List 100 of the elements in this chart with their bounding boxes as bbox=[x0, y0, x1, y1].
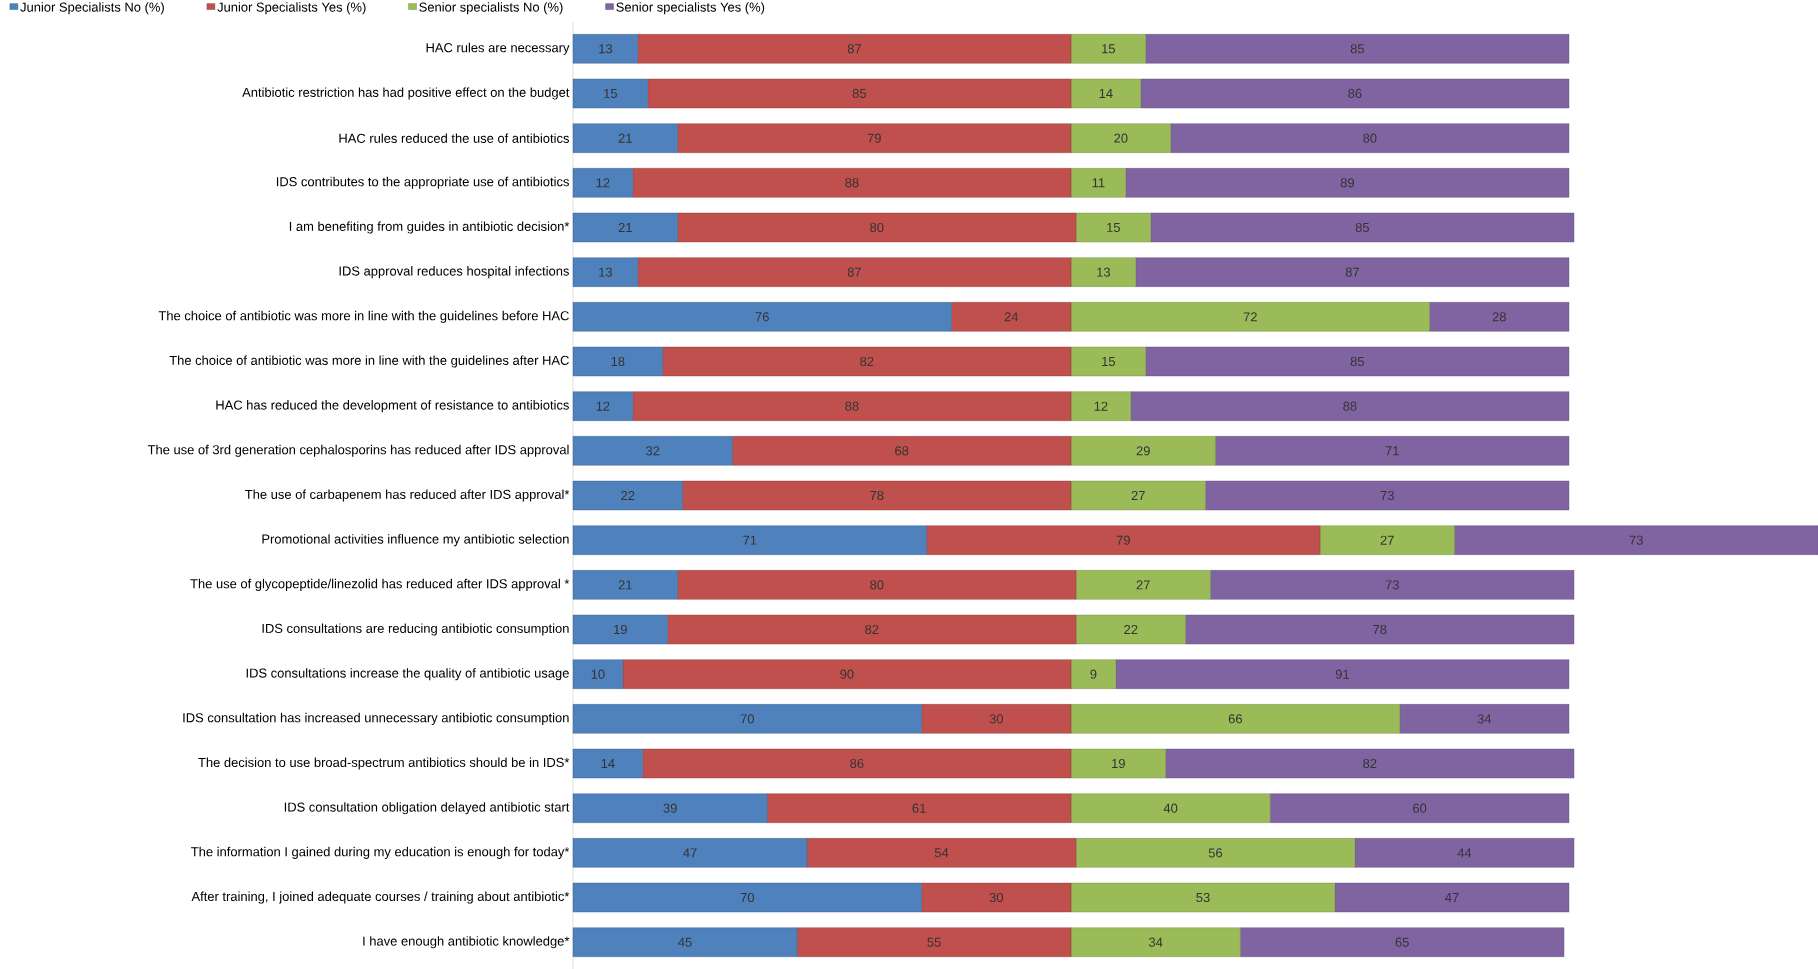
data-label: 78 bbox=[870, 490, 884, 501]
bar bbox=[1075, 570, 1211, 600]
bar bbox=[1070, 436, 1216, 466]
bar bbox=[1115, 659, 1570, 689]
data-label: 30 bbox=[989, 714, 1004, 724]
data-label: 82 bbox=[860, 356, 874, 367]
data-label: 15 bbox=[1102, 356, 1116, 366]
data-label: 80 bbox=[1363, 133, 1377, 143]
y-tick-label: The information I gained during my education is enough for today* bbox=[191, 846, 570, 859]
data-label: 71 bbox=[743, 535, 757, 545]
y-tick-label: I am benefiting from guides in antibiotic decision* bbox=[289, 221, 570, 234]
data-label: 60 bbox=[1413, 803, 1427, 813]
data-label: 39 bbox=[663, 803, 677, 813]
bar bbox=[1070, 793, 1271, 823]
y-tick-label: I have enough antibiotic knowledge* bbox=[363, 936, 570, 949]
data-label: 85 bbox=[1350, 356, 1365, 367]
data-label: 54 bbox=[934, 848, 949, 858]
bar bbox=[1070, 302, 1430, 332]
bar bbox=[1130, 391, 1570, 421]
data-label: 65 bbox=[1395, 937, 1409, 947]
data-label: 21 bbox=[618, 133, 632, 143]
bar bbox=[1454, 525, 1818, 555]
data-label: 24 bbox=[1004, 312, 1019, 322]
data-label: 88 bbox=[845, 401, 859, 411]
data-label: 79 bbox=[867, 133, 881, 143]
bar bbox=[732, 436, 1072, 466]
bar bbox=[572, 436, 733, 466]
bar bbox=[1070, 346, 1146, 377]
y-tick-label: After training, I joined adequate courses / training about antibiotic* bbox=[191, 891, 570, 904]
bar bbox=[572, 78, 648, 109]
bar bbox=[1399, 704, 1570, 734]
bar bbox=[642, 748, 1072, 779]
bar bbox=[572, 34, 638, 64]
data-label: 15 bbox=[1107, 222, 1120, 232]
data-label: 32 bbox=[645, 446, 660, 456]
bar bbox=[1070, 34, 1146, 64]
data-label: 76 bbox=[755, 312, 769, 322]
data-label: 61 bbox=[912, 803, 926, 813]
bar bbox=[637, 34, 1072, 64]
data-label: 21 bbox=[618, 580, 632, 590]
bar bbox=[572, 302, 952, 332]
data-label: 10 bbox=[591, 669, 605, 679]
data-label: 40 bbox=[1163, 803, 1178, 813]
bar bbox=[572, 480, 683, 511]
bar bbox=[647, 78, 1072, 109]
y-tick-label: HAC has reduced the development of resistance to antibiotics bbox=[216, 400, 569, 413]
bar bbox=[572, 123, 678, 153]
bar bbox=[1070, 123, 1171, 153]
bar bbox=[667, 614, 1077, 645]
bar bbox=[572, 525, 927, 555]
bar bbox=[1075, 838, 1356, 868]
bar bbox=[572, 257, 638, 287]
data-label: 88 bbox=[845, 178, 859, 188]
bar bbox=[572, 882, 922, 913]
bar bbox=[1075, 614, 1186, 645]
data-label: 9 bbox=[1090, 669, 1097, 679]
bar bbox=[622, 659, 1072, 689]
data-label: 13 bbox=[599, 44, 613, 54]
bar bbox=[1070, 257, 1136, 287]
bar bbox=[767, 793, 1072, 823]
data-label: 87 bbox=[847, 267, 861, 277]
y-tick-label: IDS consultation has increased unnecessary antibiotic consumption bbox=[183, 712, 569, 725]
bar bbox=[1070, 659, 1117, 689]
data-label: 21 bbox=[618, 222, 632, 232]
data-label: 29 bbox=[1136, 446, 1150, 456]
data-label: 88 bbox=[1343, 401, 1357, 411]
data-label: 82 bbox=[1363, 758, 1377, 769]
data-label: 20 bbox=[1114, 133, 1128, 143]
bar bbox=[572, 659, 623, 689]
bar bbox=[1070, 480, 1206, 511]
bar bbox=[572, 168, 633, 198]
data-label: 82 bbox=[865, 624, 879, 635]
bar bbox=[1070, 391, 1131, 421]
data-label: 18 bbox=[611, 356, 625, 367]
data-label: 85 bbox=[1350, 44, 1365, 54]
data-label: 78 bbox=[1373, 624, 1387, 635]
data-label: 47 bbox=[1445, 893, 1459, 902]
data-label: 27 bbox=[1380, 535, 1394, 545]
bar bbox=[637, 257, 1072, 287]
bar bbox=[1185, 614, 1575, 645]
data-label: 15 bbox=[1102, 44, 1116, 54]
data-label: 85 bbox=[852, 88, 867, 99]
bar bbox=[572, 570, 678, 600]
data-label: 79 bbox=[1116, 535, 1130, 545]
data-label: 45 bbox=[678, 937, 692, 947]
data-label: 13 bbox=[599, 267, 613, 277]
bar bbox=[1070, 168, 1126, 198]
bar bbox=[1240, 927, 1565, 957]
data-label: 73 bbox=[1380, 490, 1394, 501]
data-label: 56 bbox=[1208, 848, 1223, 858]
data-label: 30 bbox=[989, 892, 1004, 903]
y-tick-label: IDS approval reduces hospital infections bbox=[339, 266, 569, 279]
data-label: 80 bbox=[870, 222, 884, 233]
data-label: 71 bbox=[1385, 446, 1399, 456]
data-label: 12 bbox=[596, 178, 610, 188]
bar bbox=[572, 391, 633, 421]
bar bbox=[572, 704, 922, 734]
data-label: 70 bbox=[740, 892, 755, 903]
data-label: 70 bbox=[740, 714, 755, 724]
y-tick-label: HAC rules reduced the use of antibiotics bbox=[339, 133, 569, 143]
